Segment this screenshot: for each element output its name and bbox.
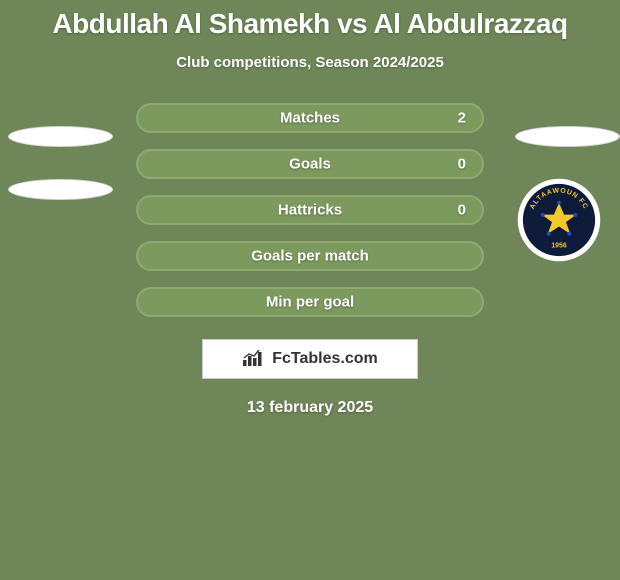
stat-row: Goals 0 bbox=[136, 149, 484, 179]
subtitle: Club competitions, Season 2024/2025 bbox=[176, 54, 444, 71]
stat-value: 0 bbox=[458, 156, 466, 173]
content-wrapper: Abdullah Al Shamekh vs Al Abdulrazzaq Cl… bbox=[0, 0, 620, 580]
brand-box[interactable]: FcTables.com bbox=[202, 339, 418, 379]
stat-row: Matches 2 bbox=[136, 103, 484, 133]
page-title: Abdullah Al Shamekh vs Al Abdulrazzaq bbox=[52, 8, 567, 40]
stat-value: 2 bbox=[458, 110, 466, 127]
placeholder-ellipse bbox=[515, 126, 620, 147]
stat-label: Min per goal bbox=[266, 294, 354, 311]
placeholder-ellipse bbox=[8, 126, 113, 147]
date-text: 13 february 2025 bbox=[247, 399, 373, 417]
stat-row: Goals per match bbox=[136, 241, 484, 271]
stat-label: Goals bbox=[289, 156, 331, 173]
chart-icon bbox=[242, 350, 264, 368]
stat-label: Hattricks bbox=[278, 202, 342, 219]
placeholder-ellipse bbox=[8, 179, 113, 200]
stat-row: Hattricks 0 bbox=[136, 195, 484, 225]
badge-year: 1956 bbox=[551, 243, 566, 250]
stat-label: Matches bbox=[280, 110, 340, 127]
brand-text: FcTables.com bbox=[272, 350, 378, 368]
stat-label: Goals per match bbox=[251, 248, 369, 265]
left-placeholder-group bbox=[8, 126, 113, 232]
shield-icon: ALTAAWOUN FC 1956 bbox=[516, 177, 602, 263]
club-badge: ALTAAWOUN FC 1956 bbox=[516, 177, 602, 263]
stat-row: Min per goal bbox=[136, 287, 484, 317]
stat-value: 0 bbox=[458, 202, 466, 219]
